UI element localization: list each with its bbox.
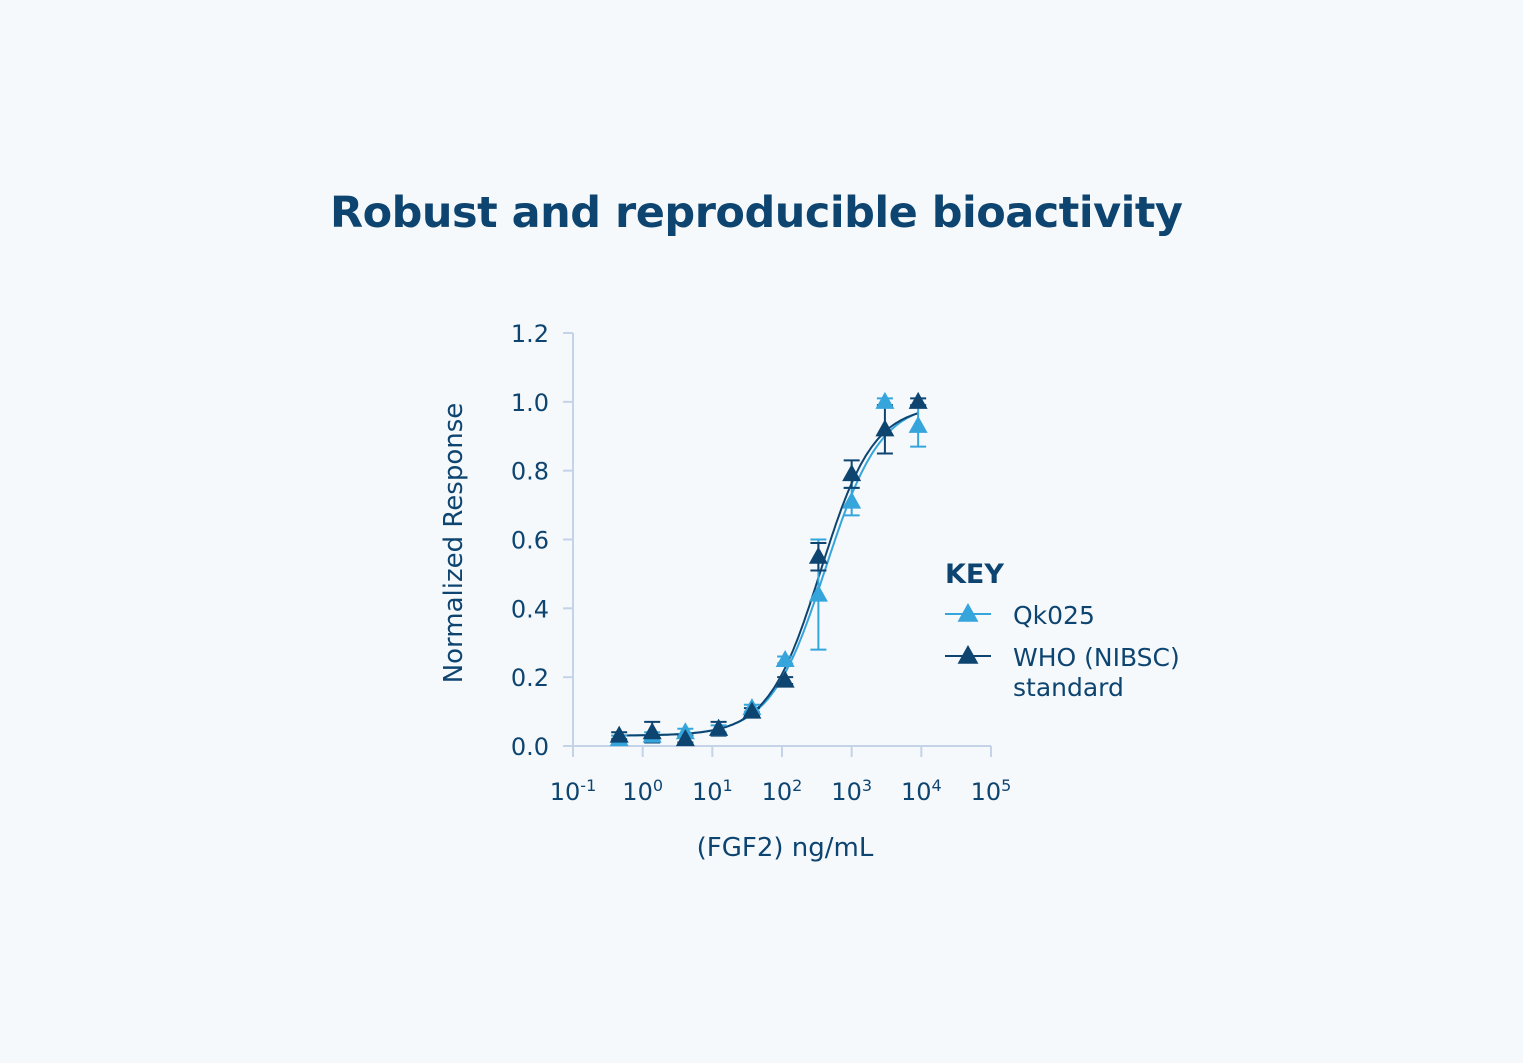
data-point (808, 584, 828, 602)
legend-marker (957, 603, 979, 622)
data-point (775, 649, 795, 667)
error-bars (611, 397, 927, 744)
data-point (908, 415, 928, 433)
y-tick-label: 0.4 (511, 595, 549, 623)
data-point (808, 546, 828, 564)
legend-marker (957, 645, 979, 664)
data-points (609, 391, 928, 747)
axis-titles: (FGF2) ng/mL Normalized Response (439, 403, 874, 863)
data-point (875, 419, 895, 437)
y-tick-label: 0.0 (511, 733, 549, 761)
data-point (709, 718, 729, 736)
x-tick-label: 100 (622, 776, 663, 806)
legend-label: standard (1013, 673, 1124, 702)
data-point (775, 670, 795, 688)
data-point (642, 722, 662, 740)
y-tick-label: 0.6 (511, 527, 549, 555)
x-tick-label: 105 (971, 776, 1012, 806)
x-tick-label: 103 (831, 776, 872, 806)
data-point (875, 391, 895, 409)
data-point (908, 391, 928, 409)
data-point (842, 464, 862, 482)
legend-title: KEY (945, 559, 1004, 590)
y-tick-label: 0.2 (511, 664, 549, 692)
tick-labels: 0.0 0.2 0.4 0.6 0.8 1.0 1.2 10-1 100 101 102 103 104… (511, 320, 1012, 806)
y-tick-label: 1.2 (511, 320, 549, 348)
y-tick-label: 0.8 (511, 458, 549, 486)
fit-curves (619, 411, 919, 737)
data-point (675, 729, 695, 747)
legend: KEY Qk025 WHO (NIBSC)standard (945, 559, 1180, 702)
y-tick-label: 1.0 (511, 389, 549, 417)
x-tick-label: 101 (692, 776, 733, 806)
chart-title: Robust and reproducible bioactivity (330, 188, 1183, 238)
legend-label: WHO (NIBSC) (1013, 643, 1180, 672)
axes (563, 332, 992, 757)
x-tick-label: 104 (901, 776, 942, 806)
fit-curve (619, 412, 919, 737)
x-axis-title: (FGF2) ng/mL (697, 833, 874, 863)
x-tick-label: 102 (762, 776, 803, 806)
legend-label: Qk025 (1013, 601, 1095, 630)
data-point (842, 491, 862, 509)
fit-curve (619, 411, 919, 737)
y-axis-title: Normalized Response (439, 403, 469, 684)
x-tick-label: 10-1 (550, 776, 597, 806)
data-point (609, 725, 629, 743)
data-point (742, 701, 762, 719)
